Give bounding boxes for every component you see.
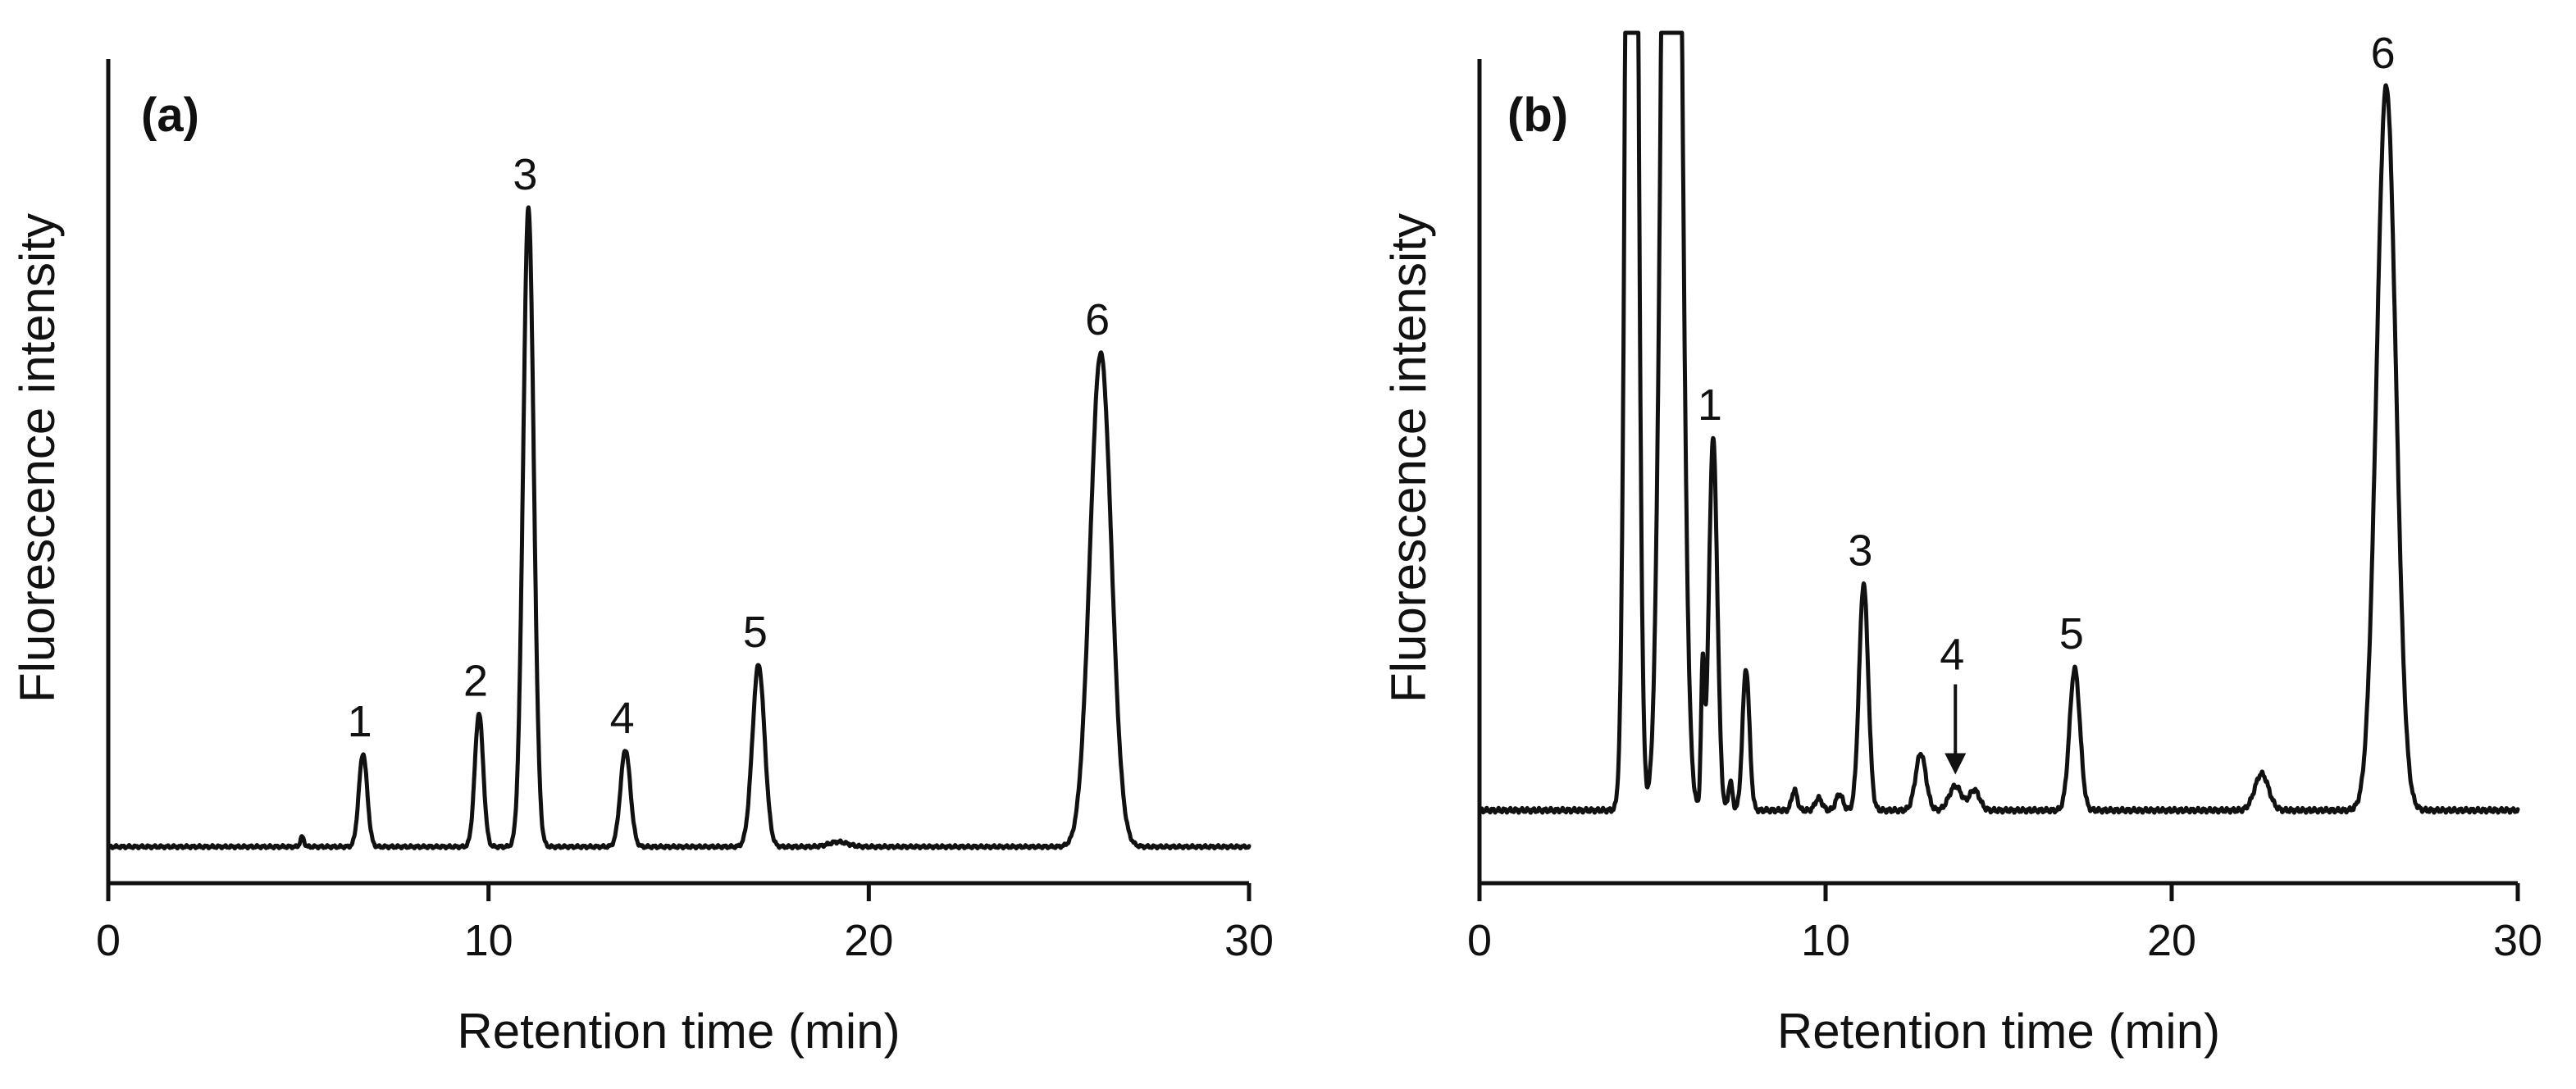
panel-a: 0 10 20 30 Retention time (min) Fluorescence … bbox=[10, 59, 1274, 1059]
peak-label: 5 bbox=[2059, 609, 2084, 658]
peak-label: 1 bbox=[348, 697, 372, 746]
peak-label: 2 bbox=[463, 656, 488, 705]
x-tick-label: 20 bbox=[2147, 916, 2196, 965]
x-axis-title: Retention time (min) bbox=[1777, 1004, 2220, 1059]
peak-arrow-head bbox=[1945, 753, 1967, 775]
x-tick-label: 30 bbox=[2493, 916, 2542, 965]
peak-label: 4 bbox=[610, 694, 635, 743]
peak-label: 6 bbox=[2371, 29, 2396, 78]
peak-label: 6 bbox=[1085, 295, 1110, 344]
x-axis-title: Retention time (min) bbox=[457, 1004, 900, 1059]
x-tick-label: 10 bbox=[1801, 916, 1850, 965]
x-tick-label: 20 bbox=[844, 916, 893, 965]
x-tick-label: 0 bbox=[96, 916, 121, 965]
x-tick-label: 30 bbox=[1224, 916, 1274, 965]
peak-label: 4 bbox=[1940, 631, 1964, 680]
x-tick-label: 0 bbox=[1467, 916, 1492, 965]
panel-label: (b) bbox=[1507, 89, 1568, 142]
panel-label: (a) bbox=[141, 89, 199, 142]
peak-label: 3 bbox=[1848, 526, 1872, 576]
y-axis-title: Fluorescence intensity bbox=[10, 213, 65, 703]
peak-label: 3 bbox=[513, 150, 537, 199]
chromatogram-trace bbox=[1477, 30, 2520, 815]
chromatogram-trace bbox=[106, 205, 1252, 850]
y-axis-title: Fluorescence intensity bbox=[1381, 213, 1436, 703]
x-tick-label: 10 bbox=[464, 916, 513, 965]
peak-label: 1 bbox=[1698, 380, 1722, 430]
peak-label: 5 bbox=[743, 608, 768, 657]
panel-b: 0 10 20 30 Retention time (min) Fluorescence … bbox=[1381, 29, 2542, 1059]
